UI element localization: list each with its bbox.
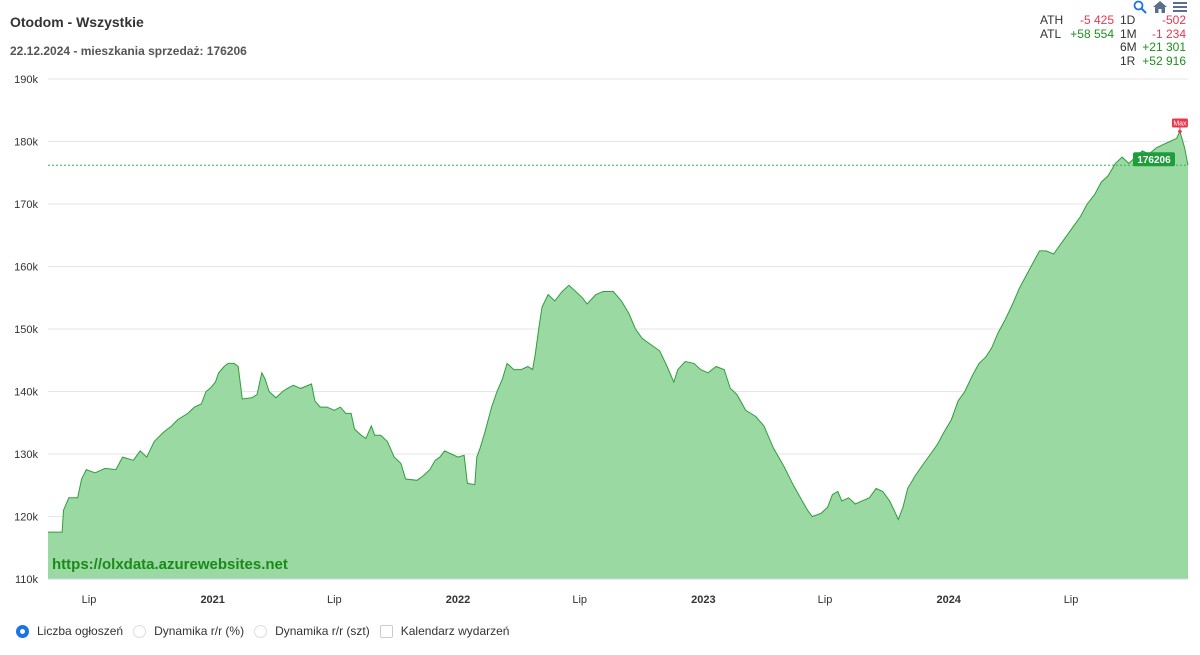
watermark-url: https://olxdata.azurewebsites.net [52,556,288,573]
y-tick-label: 120k [14,512,38,524]
stat-ath: ATH -5 425 [1040,13,1114,28]
max-label: Max [1173,121,1187,128]
zoom-icon[interactable] [1132,0,1148,14]
option-liczba-ogloszen[interactable]: Liczba ogłoszeń [16,624,123,638]
x-tick-label: Lip [1064,594,1079,606]
y-tick-label: 190k [14,74,38,86]
stat-label: 1D [1120,13,1136,27]
y-tick-label: 170k [14,199,38,211]
x-tick-label: Lip [327,594,342,606]
stat-value: -5 425 [1079,13,1114,27]
option-dynamika-procent[interactable]: Dynamika r/r (%) [133,624,244,638]
stat-label: ATH [1040,13,1064,27]
stat-1d: 1D -502 [1120,13,1186,28]
option-label: Liczba ogłoszeń [37,624,124,638]
stat-value: -1 234 [1151,26,1186,41]
chart-subtitle: 22.12.2024 - mieszkania sprzedaż: 176206 [10,44,247,58]
y-tick-label: 180k [14,137,38,149]
y-tick-label: 150k [14,324,38,336]
checkbox-icon[interactable] [379,624,393,638]
y-tick-label: 160k [14,262,38,274]
stat-label: ATL [1040,26,1062,41]
series-selector: Liczba ogłoszeń Dynamika r/r (%) Dynamik… [16,624,519,638]
x-tick-label: Lip [82,594,97,606]
stat-value: +58 554 [1070,26,1114,41]
series-line [48,130,1189,533]
stat-value: +52 916 [1142,53,1186,68]
chart-toolbar [1132,0,1188,14]
chart-title: Otodom - Wszystkie [10,14,144,30]
x-tick-label: 2022 [446,594,470,606]
y-tick-label: 130k [14,449,38,461]
x-tick-label: 2021 [200,594,224,606]
stat-1m: 1M -1 234 [1120,26,1186,42]
stat-value: -502 [1161,13,1186,27]
radio-icon[interactable] [254,624,268,638]
option-dynamika-szt[interactable]: Dynamika r/r (szt) [254,624,370,638]
stat-atl: ATL +58 554 [1040,26,1114,42]
option-label: Dynamika r/r (%) [154,624,245,638]
radio-icon[interactable] [16,624,29,638]
stat-label: 1R [1120,53,1136,68]
stats-left: ATH -5 425 ATL +58 554 [1040,13,1114,42]
x-tick-label: 2024 [936,594,961,606]
max-marker-point [1178,129,1182,134]
max-badge [1171,118,1188,128]
stat-value: +21 301 [1142,40,1186,54]
stat-label: 6M [1120,40,1137,54]
current-value-badge [1133,152,1175,167]
current-value-label: 176206 [1137,155,1171,166]
y-tick-label: 140k [14,387,38,399]
stat-label: 1M [1120,26,1137,41]
x-tick-label: Lip [572,594,587,606]
y-tick-label: 110k [15,574,39,586]
option-kalendarz[interactable]: Kalendarz wydarzeń [379,624,510,638]
stat-6m: 6M +21 301 [1120,40,1186,55]
x-tick-label: Lip [818,594,833,606]
home-icon[interactable] [1152,0,1168,14]
option-label: Dynamika r/r (szt) [275,624,370,638]
x-tick-label: 2023 [691,594,715,606]
area-fill [48,131,1188,579]
radio-icon[interactable] [133,624,147,638]
menu-icon[interactable] [1172,0,1188,14]
stat-1r: 1R +52 916 [1120,53,1186,69]
stats-right: 1D -502 1M -1 234 6M +21 301 1R +52 916 [1120,13,1186,69]
option-label: Kalendarz wydarzeń [400,624,510,638]
